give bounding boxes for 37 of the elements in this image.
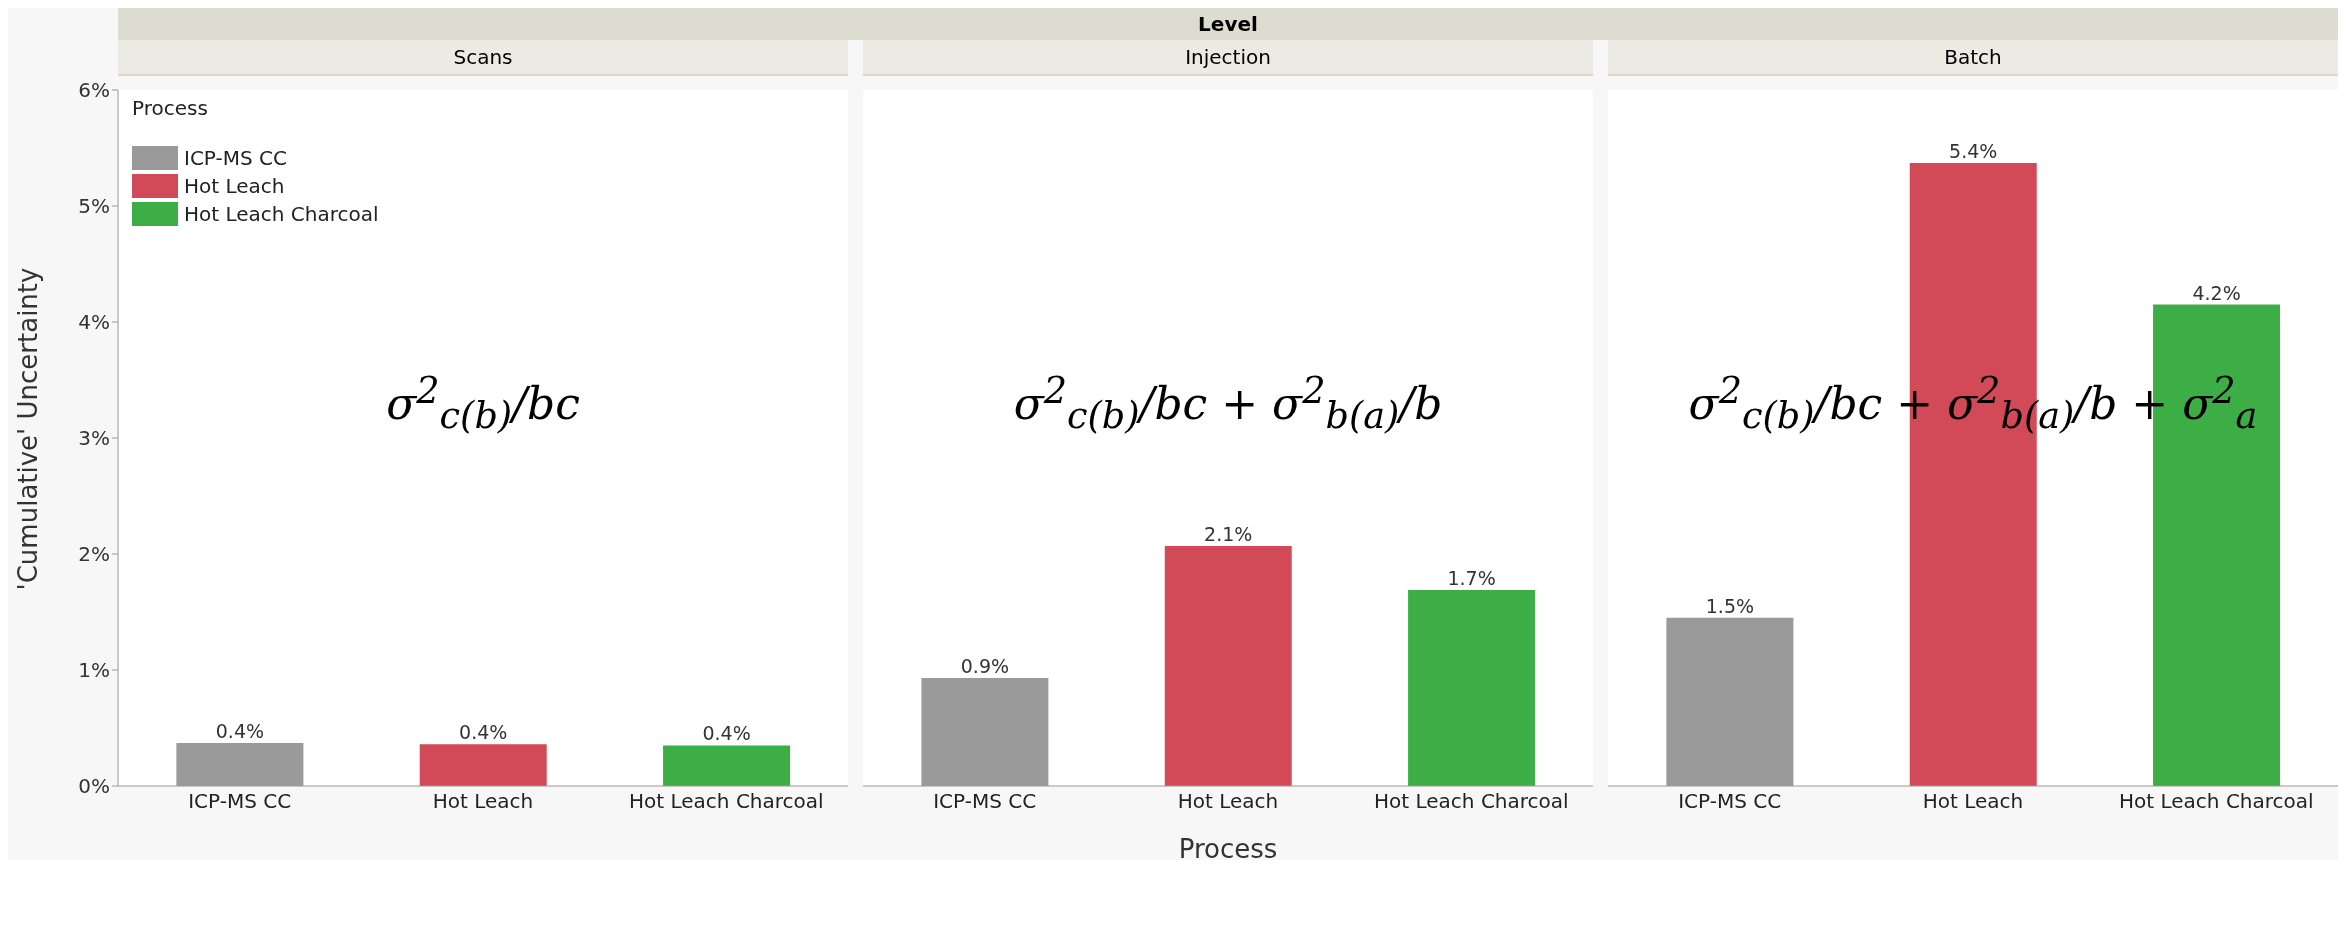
data-label: 0.4% [215,720,265,743]
y-tick-label: 5% [78,194,110,219]
x-tick-label: Hot Leach Charcoal [2119,789,2314,814]
data-label: 1.7% [1447,566,1496,589]
data-label: 0.4% [702,722,751,745]
chart-subtitle: Injection [863,40,1593,76]
annotation: σ$^{2}$$_{c(b)}$/bc [385,369,581,438]
data-label: 4.2% [2192,281,2241,304]
y-axis-title: 'Cumulative' Uncertainty [13,267,43,591]
data-label: 0.9% [960,655,1010,678]
y-tick-label: 6% [78,78,110,103]
y-tick-label: 2% [78,542,110,567]
x-tick-label: ICP-MS CC [1678,789,1782,814]
x-tick-label: Hot Leach [432,789,534,814]
data-label: 2.1% [1204,522,1253,545]
annotation: σ$^{2}$$_{c(b)}$/bc + σ$^{2}$$_{b(a)}$/b [1012,369,1444,438]
data-label: 0.4% [459,721,508,744]
x-axis-title: Process [1177,834,1279,864]
x-tick-label: Hot Leach [1922,789,2024,814]
legend-label: Hot Leach Charcoal [184,202,379,226]
x-tick-label: Hot Leach Charcoal [629,789,824,814]
legend-title: Process [132,96,208,120]
y-tick-label: 4% [78,310,110,335]
x-tick-label: Hot Leach Charcoal [1374,789,1569,814]
x-tick-label: ICP-MS CC [933,789,1037,814]
y-tick-label: 1% [78,658,110,683]
legend-label: Hot Leach [184,174,285,198]
y-tick-label: 3% [78,426,110,451]
x-tick-label: Hot Leach [1177,789,1279,814]
y-tick-label: 0% [78,774,110,799]
data-label: 1.5% [1705,594,1755,617]
data-label: 5.4% [1949,140,1998,163]
x-tick-label: ICP-MS CC [188,789,292,814]
chart-title: Level [1198,12,1258,36]
legend-label: ICP-MS CC [184,146,287,170]
chart-subtitle: Batch [1608,40,2338,76]
chart-subtitle: Scans [118,40,848,76]
